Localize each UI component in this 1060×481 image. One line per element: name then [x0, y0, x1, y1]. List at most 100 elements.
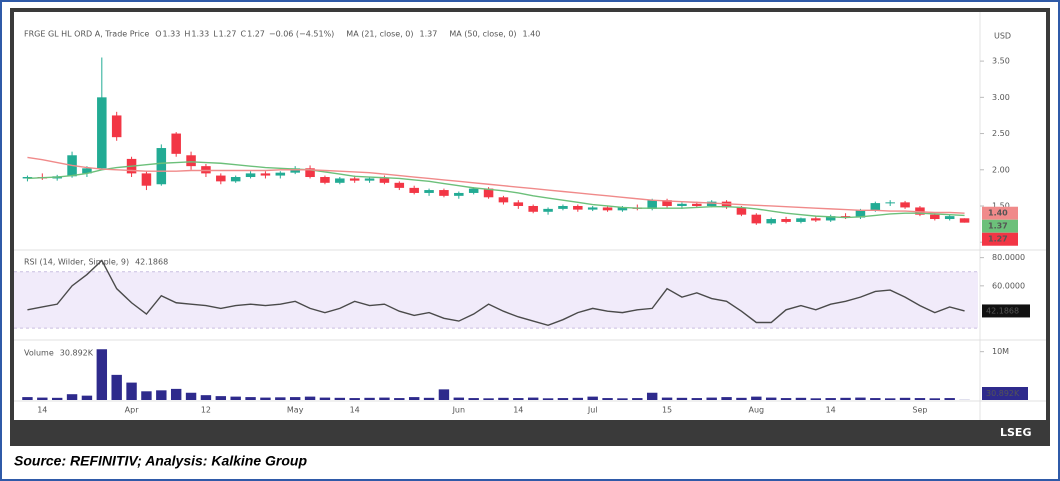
- legend-text: Volume: [24, 349, 54, 358]
- volume-bar: [944, 398, 955, 400]
- candle-body: [483, 188, 494, 198]
- volume-bar: [617, 398, 628, 400]
- candle-body: [141, 173, 152, 186]
- volume-bar: [855, 397, 866, 400]
- x-tick-label: 14: [350, 406, 360, 415]
- volume-bar: [795, 397, 807, 400]
- volume-bar: [185, 392, 197, 400]
- volume-bar: [81, 395, 93, 400]
- candle-body: [706, 201, 717, 206]
- volume-bar: [468, 398, 479, 400]
- volume-bar: [245, 397, 256, 400]
- legend-text: MA (21, close, 0): [346, 30, 413, 39]
- volume-bar: [810, 398, 822, 400]
- price-badge-label: 1.40: [988, 209, 1008, 218]
- candle-body: [602, 207, 613, 211]
- candle-body: [751, 214, 762, 224]
- legend-text: H: [184, 30, 190, 39]
- volume-bar: [408, 397, 420, 400]
- candle-body: [320, 177, 330, 183]
- candle-body: [617, 207, 628, 211]
- volume-bar: [498, 397, 509, 400]
- volume-bar: [884, 398, 896, 400]
- legend-text: 1.33: [191, 30, 209, 39]
- candle-body: [959, 218, 970, 223]
- candle-body: [245, 173, 256, 178]
- volume-bar: [423, 397, 435, 400]
- candle-body: [156, 148, 167, 185]
- candle-body: [335, 178, 345, 183]
- volume-bar: [349, 398, 360, 400]
- rsi-line: [27, 259, 965, 327]
- candle-body: [692, 203, 702, 206]
- volume-bar: [37, 397, 48, 400]
- x-tick-label: Aug: [749, 406, 765, 415]
- candle-body: [379, 178, 390, 183]
- candle-body: [811, 218, 821, 221]
- legend-text: MA (50, close, 0): [449, 30, 516, 39]
- volume-bar: [542, 398, 554, 400]
- candle-body: [349, 178, 360, 181]
- candle-body: [97, 97, 107, 169]
- y-tick-label: 2.00: [992, 165, 1010, 174]
- x-tick-label: 14: [826, 406, 836, 415]
- volume-bar: [275, 397, 286, 400]
- candle-body: [647, 200, 657, 209]
- price-badge: [982, 232, 1018, 246]
- volume-bar: [602, 398, 613, 400]
- candle-body: [186, 155, 196, 167]
- volume-bar: [587, 396, 598, 400]
- x-tick-label: 12: [201, 406, 211, 415]
- candle-body: [260, 173, 271, 176]
- x-tick-label: May: [287, 406, 304, 415]
- y-tick-label: 1.50: [992, 201, 1010, 210]
- candle-body: [855, 210, 866, 218]
- candle-body: [439, 190, 449, 196]
- candle-body: [900, 202, 910, 208]
- candle-body: [528, 205, 538, 212]
- volume-bar: [260, 397, 271, 400]
- legend-text: FRGE GL HL ORD A, Trade Price: [24, 30, 149, 39]
- candle-body: [82, 168, 92, 174]
- candle-body: [111, 115, 122, 138]
- candle-body: [305, 168, 315, 178]
- volume-bar: [22, 397, 33, 400]
- volume-bar: [200, 395, 212, 400]
- volume-bar: [483, 398, 494, 400]
- y-tick-label: 2.50: [992, 129, 1010, 138]
- price-badge-label: 1.37: [988, 222, 1008, 231]
- volume-bar: [513, 398, 524, 400]
- candle-body: [587, 207, 598, 210]
- moving-average-line: [27, 156, 965, 214]
- x-tick-label: Apr: [125, 406, 140, 415]
- volume-bar: [453, 397, 465, 400]
- rsi-badge: [982, 304, 1030, 318]
- candle-body: [468, 188, 479, 193]
- x-tick-label: Sep: [912, 406, 927, 415]
- y-tick-label: 60.0000: [992, 281, 1025, 290]
- candle-body: [275, 172, 286, 176]
- caption: Source: REFINITIV; Analysis: Kalkine Gro…: [14, 453, 307, 469]
- volume-bar: [96, 349, 108, 400]
- legend-text: 1.37: [420, 30, 438, 39]
- candle-body: [944, 216, 955, 220]
- price-badge: [982, 206, 1018, 220]
- candle-body: [409, 187, 419, 193]
- price-badge: [982, 219, 1018, 233]
- volume-bar: [899, 397, 911, 400]
- candle-body: [364, 178, 375, 181]
- candle-body: [498, 197, 509, 203]
- candle-body: [662, 200, 672, 206]
- volume-bar: [646, 392, 658, 400]
- candle-body: [216, 175, 226, 182]
- legend-text: −0.06 (−4.51%): [269, 30, 334, 39]
- legend-text: RSI (14, Wilder, Simple, 9): [24, 258, 129, 267]
- rsi-badge-label: 42.1868: [986, 306, 1019, 315]
- candle-body: [930, 214, 940, 220]
- candle-body: [721, 201, 732, 208]
- legend-text: 42.1868: [135, 258, 168, 267]
- price-badge-label: 1.27: [988, 235, 1008, 244]
- chart-area: [14, 12, 1046, 420]
- volume-bar: [780, 398, 792, 400]
- volume-bar: [661, 397, 673, 400]
